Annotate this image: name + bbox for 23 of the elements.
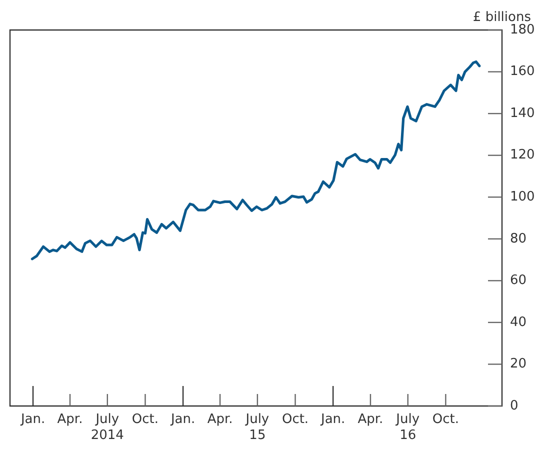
y-tick-label: 180: [510, 22, 535, 38]
y-tick-label: 160: [510, 64, 535, 80]
x-tick-label: Oct.: [132, 412, 159, 428]
x-tick-label: Jan.: [20, 412, 46, 428]
y-tick-label: 80: [510, 231, 527, 246]
x-tick-label: July 16: [395, 412, 420, 443]
x-tick-label: July 15: [244, 412, 270, 443]
x-tick-label: Jan.: [320, 412, 346, 428]
y-axis-title: £ billions: [472, 10, 532, 25]
x-tick-label: Oct.: [282, 412, 309, 428]
x-tick-label: Apr.: [57, 412, 83, 428]
x-tick-label: Apr.: [358, 412, 384, 428]
y-tick-label: 140: [510, 106, 535, 121]
y-tick-label: 20: [510, 356, 527, 372]
x-tick-label: July 2014: [90, 412, 124, 443]
y-tick-label: 0: [510, 398, 518, 414]
y-tick-label: 40: [510, 314, 527, 330]
x-tick-label: Apr.: [207, 412, 233, 428]
y-tick-label: 100: [510, 189, 535, 204]
y-tick-label: 60: [510, 273, 527, 288]
x-tick-label: Oct.: [432, 412, 459, 428]
y-tick-label: 120: [510, 148, 535, 163]
x-tick-label: Jan.: [170, 412, 196, 428]
